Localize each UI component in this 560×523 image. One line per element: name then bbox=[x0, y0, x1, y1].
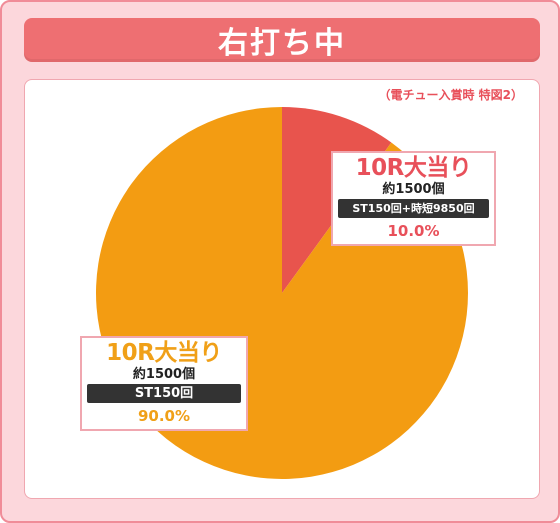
slice-label-detail: 約1500個 bbox=[382, 182, 445, 197]
title-bar: 右打ち中 bbox=[24, 18, 540, 62]
slice-label-percent: 10.0% bbox=[387, 222, 440, 240]
pie-chart bbox=[95, 107, 468, 480]
slice-label-title: 10R大当り bbox=[355, 155, 472, 181]
page-title: 右打ち中 bbox=[218, 26, 346, 61]
slice-label-st: 10R大当り 約1500個 ST150回 90.0% bbox=[80, 336, 248, 431]
slice-label-mode: ST150回 bbox=[87, 384, 241, 403]
slice-label-detail: 約1500個 bbox=[132, 367, 196, 382]
slice-label-percent: 90.0% bbox=[137, 407, 191, 425]
chart-note: （電チュー入賞時 特図2） bbox=[378, 88, 523, 102]
slice-label-mode: ST150回+時短9850回 bbox=[338, 199, 489, 218]
chart-panel: （電チュー入賞時 特図2） 10R大当り 約1500個 ST150回+時短985… bbox=[24, 79, 540, 499]
slice-label-st-jitan: 10R大当り 約1500個 ST150回+時短9850回 10.0% bbox=[331, 151, 496, 246]
slice-label-title: 10R大当り bbox=[106, 340, 222, 366]
